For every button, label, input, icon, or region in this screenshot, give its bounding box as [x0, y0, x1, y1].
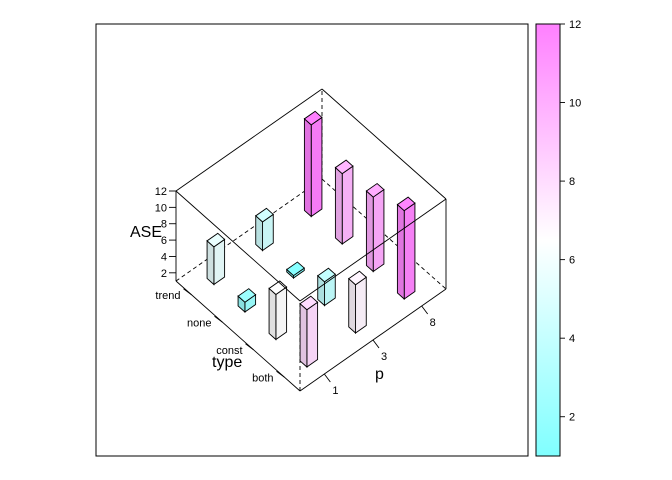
bar-face-side — [396, 203, 405, 301]
colorkey-tick-label: 6 — [569, 255, 575, 267]
bar-trend-p3 — [255, 207, 274, 252]
colorkey: 2 4 6 8 10 12 — [535, 19, 581, 457]
bar-face-side — [206, 239, 215, 286]
bar-face-top — [206, 232, 226, 248]
z-axis-title: ASE — [130, 224, 162, 241]
x-tick-label: 3 — [381, 351, 387, 363]
x-tick-mark — [323, 373, 331, 383]
box-edge — [321, 88, 447, 200]
bar-none-p1 — [237, 288, 257, 314]
bar-none-p3 — [286, 261, 305, 280]
x-axis-title: p — [375, 366, 384, 383]
bar-face-front — [341, 165, 354, 245]
box-edge — [299, 198, 447, 302]
colorkey-tick-label: 4 — [569, 333, 575, 345]
y-tick-label: trend — [155, 290, 180, 302]
box-edge — [175, 280, 301, 392]
z-tick-label: 4 — [161, 251, 167, 263]
colorkey-gradient-bar — [535, 23, 561, 457]
bar-trend-p1 — [206, 232, 226, 286]
bar-face-top — [237, 288, 257, 303]
y-tick-label: const — [216, 345, 242, 357]
bar-face-side — [268, 287, 277, 341]
bar-face-top — [286, 261, 305, 277]
z-tick-label: 6 — [161, 235, 167, 247]
bar-face-top — [268, 280, 288, 296]
bar-face-top — [396, 196, 416, 212]
plot-panel-border — [95, 23, 529, 457]
y-tick-mark — [245, 343, 254, 351]
colorkey-tick-label: 12 — [569, 19, 581, 31]
y-tick-mark — [214, 315, 223, 323]
bar-face-top — [365, 182, 385, 198]
colorkey-ticks: 2 4 6 8 10 12 — [560, 19, 581, 424]
colorkey-tick-label: 2 — [569, 412, 575, 424]
x-tick-mark — [421, 305, 429, 315]
bar-const-p8 — [365, 182, 385, 273]
y-tick-mark — [183, 288, 192, 296]
z-tick-label: 8 — [161, 219, 167, 231]
bar-face-top — [317, 267, 336, 283]
x-tick-mark — [372, 339, 380, 349]
bar-both-p1 — [299, 295, 319, 369]
y-tick-mark — [276, 370, 285, 378]
z-tick-label: 2 — [161, 268, 167, 280]
bar-none-p8 — [334, 159, 354, 246]
bar-both-p3 — [348, 270, 367, 335]
bar-face-top — [303, 110, 323, 126]
bar-face-front — [355, 276, 367, 334]
bar-face-front — [306, 301, 319, 368]
bar-face-top — [334, 159, 354, 175]
bar-const-p1 — [268, 280, 288, 341]
z-tick-label: 10 — [155, 202, 167, 214]
bar-face-top — [255, 207, 274, 223]
y-tick-label: both — [252, 372, 273, 384]
colorkey-tick-label: 8 — [569, 176, 575, 188]
bar-both-p8 — [396, 196, 416, 301]
x-tick-label: 1 — [332, 385, 338, 397]
z-tick-label: 12 — [155, 186, 167, 198]
box-edge-back — [175, 178, 323, 282]
bar-face-side — [299, 302, 308, 369]
bar-face-side — [348, 277, 357, 335]
bar-face-front — [403, 202, 416, 300]
bar-trend-p8 — [303, 110, 323, 218]
bar-face-front — [275, 286, 288, 341]
bar-face-side — [334, 166, 343, 246]
bar-face-side — [303, 117, 312, 218]
bar-face-top — [299, 295, 319, 311]
plot-3d-scene: 1 3 8 both const none trend 2 4 6 8 10 12 — [155, 88, 447, 397]
bar-face-front — [310, 116, 323, 218]
box-edge — [175, 190, 301, 302]
y-axis-title: type — [212, 354, 242, 371]
box-edge — [175, 88, 323, 192]
y-tick-label: none — [187, 317, 211, 329]
bar-face-front — [372, 188, 385, 273]
bar-face-side — [365, 190, 374, 273]
x-tick-label: 8 — [430, 317, 436, 329]
colorkey-tick-label: 10 — [569, 98, 581, 110]
bar-face-top — [348, 270, 367, 286]
